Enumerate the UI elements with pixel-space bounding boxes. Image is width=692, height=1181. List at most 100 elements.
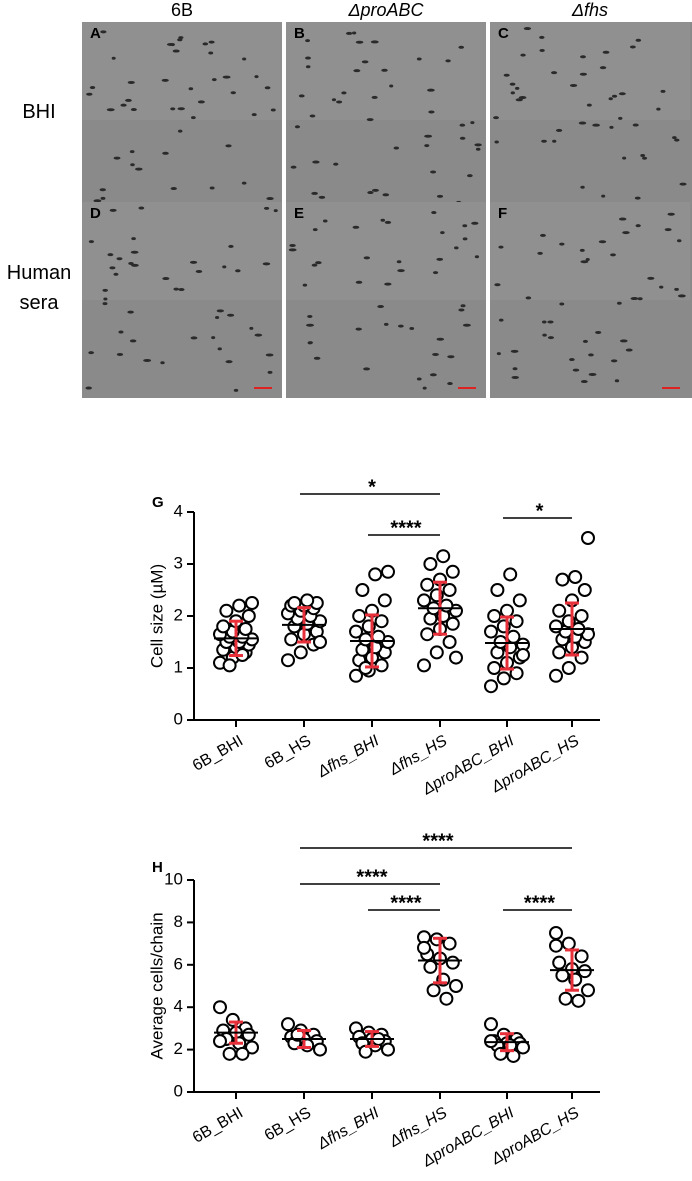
cell bbox=[85, 386, 92, 390]
data-point bbox=[506, 629, 521, 644]
data-point bbox=[245, 596, 259, 610]
cell bbox=[254, 333, 263, 337]
cell bbox=[322, 219, 328, 223]
cell bbox=[471, 221, 479, 225]
cell bbox=[264, 86, 271, 90]
cell bbox=[345, 31, 353, 35]
cell bbox=[306, 323, 314, 327]
data-point bbox=[439, 598, 454, 613]
cell bbox=[116, 257, 123, 261]
cell bbox=[170, 187, 177, 191]
cell bbox=[305, 65, 311, 69]
data-point bbox=[574, 609, 589, 623]
y-tick-label: 1 bbox=[174, 657, 183, 676]
cell bbox=[447, 355, 455, 359]
x-tick-label: Δfhs_BHI bbox=[314, 732, 382, 781]
cell bbox=[470, 121, 475, 125]
cell bbox=[431, 211, 437, 215]
cell bbox=[355, 40, 364, 44]
cell bbox=[208, 40, 215, 44]
cell bbox=[632, 123, 639, 127]
data-point bbox=[313, 635, 327, 649]
cell bbox=[377, 305, 384, 309]
data-point bbox=[549, 926, 563, 940]
data-point bbox=[381, 564, 395, 579]
row-label: BHI bbox=[22, 101, 56, 123]
cell bbox=[647, 276, 655, 280]
cell bbox=[336, 100, 343, 104]
x-tick-label: 6B_HS bbox=[262, 732, 314, 772]
data-point bbox=[313, 1042, 327, 1057]
cell bbox=[458, 45, 465, 49]
data-point bbox=[552, 645, 567, 660]
cell bbox=[215, 315, 220, 319]
cell bbox=[130, 108, 137, 112]
cell bbox=[422, 386, 427, 390]
cell bbox=[602, 50, 610, 54]
data-point bbox=[436, 549, 451, 564]
x-tick-label: 6B_HS bbox=[262, 1104, 314, 1144]
cell bbox=[674, 138, 680, 142]
cell bbox=[298, 94, 305, 98]
cell bbox=[396, 260, 402, 264]
column-label: 6B bbox=[171, 0, 193, 20]
cell bbox=[99, 188, 106, 192]
cell bbox=[427, 88, 435, 92]
data-point bbox=[222, 658, 237, 673]
data-point bbox=[449, 650, 463, 665]
cell bbox=[208, 51, 214, 55]
cell bbox=[100, 30, 107, 34]
cell bbox=[89, 86, 96, 90]
cell bbox=[307, 314, 313, 318]
cell bbox=[302, 283, 308, 287]
cell bbox=[333, 162, 339, 166]
x-tick-label: 6B_BHI bbox=[190, 732, 246, 774]
cell bbox=[547, 320, 554, 324]
cell bbox=[315, 261, 322, 265]
data-point bbox=[574, 650, 589, 665]
cell bbox=[518, 96, 527, 100]
cell bbox=[107, 253, 114, 257]
cell bbox=[635, 38, 642, 42]
cell bbox=[582, 339, 588, 343]
cell bbox=[129, 339, 137, 343]
data-point bbox=[516, 648, 530, 662]
data-point bbox=[568, 570, 583, 584]
cell bbox=[222, 75, 231, 79]
cell bbox=[188, 87, 194, 91]
data-point bbox=[581, 983, 595, 998]
column-label: ΔproABC bbox=[347, 0, 424, 20]
cell bbox=[503, 73, 510, 77]
cell bbox=[116, 352, 124, 356]
cell bbox=[93, 199, 102, 203]
data-point bbox=[423, 959, 438, 974]
panel-letter: A bbox=[90, 25, 101, 42]
cell bbox=[102, 288, 108, 292]
cell bbox=[191, 116, 196, 120]
cell bbox=[580, 380, 588, 384]
cell bbox=[235, 269, 241, 273]
cell bbox=[609, 125, 614, 129]
cell bbox=[273, 209, 278, 213]
cell bbox=[352, 31, 357, 35]
data-point bbox=[368, 567, 383, 582]
data-point bbox=[555, 968, 570, 983]
cell bbox=[608, 97, 613, 101]
y-axis-title: Average cells/chain bbox=[147, 912, 166, 1059]
data-point bbox=[487, 661, 502, 675]
cell bbox=[416, 377, 422, 381]
cell bbox=[510, 91, 515, 95]
cell bbox=[162, 277, 170, 281]
data-point bbox=[377, 593, 392, 608]
cell bbox=[660, 89, 666, 93]
data-point bbox=[445, 616, 460, 631]
cell bbox=[363, 256, 371, 260]
cell bbox=[131, 237, 136, 241]
cell bbox=[599, 66, 607, 70]
cell bbox=[640, 154, 646, 158]
data-point bbox=[238, 622, 253, 636]
data-point bbox=[381, 1042, 395, 1057]
cell bbox=[305, 56, 311, 60]
